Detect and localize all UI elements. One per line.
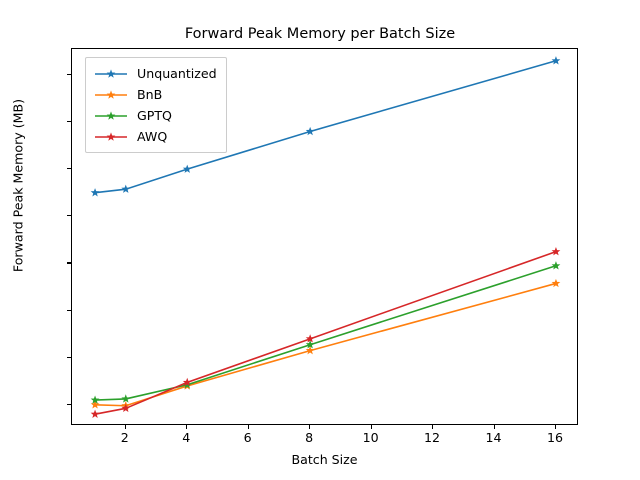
legend-item-label: AWQ xyxy=(137,129,168,144)
x-tick-mark xyxy=(309,425,311,430)
x-tick-mark xyxy=(186,425,188,430)
data-point-marker xyxy=(305,346,315,355)
y-tick-mark xyxy=(67,73,72,75)
legend-marker-icon xyxy=(93,86,129,104)
x-tick-label: 2 xyxy=(120,430,129,445)
data-point-marker xyxy=(121,394,131,403)
x-axis-label: Batch Size xyxy=(291,452,358,467)
data-point-marker xyxy=(121,184,131,193)
data-point-marker xyxy=(305,340,315,349)
y-tick-mark xyxy=(67,121,72,123)
legend-item-awq[interactable]: AWQ xyxy=(93,126,217,147)
data-point-marker xyxy=(90,188,100,197)
series-unquantized xyxy=(90,56,561,197)
chart-legend: Unquantized BnB GPTQ AWQ xyxy=(85,57,227,153)
legend-item-unquantized[interactable]: Unquantized xyxy=(93,63,217,84)
series-gptq xyxy=(90,261,561,404)
data-point-marker xyxy=(182,377,192,387)
y-tick-mark xyxy=(67,403,72,405)
data-point-marker xyxy=(305,334,315,343)
x-tick-mark xyxy=(554,425,557,430)
x-tick-label: 10 xyxy=(362,430,379,445)
x-tick-mark xyxy=(124,425,126,430)
x-tick-label: 6 xyxy=(243,430,252,445)
x-tick-mark xyxy=(493,425,495,430)
data-point-marker xyxy=(90,395,100,404)
x-tick-mark xyxy=(370,425,372,430)
y-tick-mark xyxy=(67,356,72,358)
series-line xyxy=(95,282,557,407)
y-tick-mark xyxy=(67,215,72,217)
data-point-marker xyxy=(551,247,561,256)
data-point-marker xyxy=(305,126,315,136)
legend-marker-icon xyxy=(93,65,129,83)
legend-item-bnb[interactable]: BnB xyxy=(93,84,217,105)
x-tick-label: 8 xyxy=(305,430,314,445)
series-bnb xyxy=(90,278,561,410)
y-tick-mark xyxy=(67,168,72,170)
y-tick-mark xyxy=(67,262,72,264)
y-axis-label: Forward Peak Memory (MB) xyxy=(10,98,26,273)
data-point-marker xyxy=(551,56,561,65)
legend-item-gptq[interactable]: GPTQ xyxy=(93,105,217,126)
data-point-marker xyxy=(90,409,100,418)
data-point-marker xyxy=(551,278,561,288)
legend-marker-icon xyxy=(93,107,129,125)
data-point-marker xyxy=(182,164,192,173)
series-awq xyxy=(90,247,561,418)
data-point-marker xyxy=(90,400,100,409)
data-point-marker xyxy=(121,403,131,413)
x-tick-label: 14 xyxy=(485,430,502,445)
legend-item-label: BnB xyxy=(137,87,163,102)
series-canvas xyxy=(90,56,561,418)
plot-area xyxy=(71,48,578,425)
x-tick-label: 12 xyxy=(424,430,441,445)
x-tick-mark xyxy=(432,425,434,430)
chart-title: Forward Peak Memory per Batch Size xyxy=(184,26,456,42)
y-tick-mark xyxy=(67,309,72,311)
legend-item-label: GPTQ xyxy=(137,108,172,123)
legend-item-label: Unquantized xyxy=(137,66,217,81)
x-tick-mark xyxy=(247,425,249,430)
x-tick-label: 16 xyxy=(546,430,563,445)
data-point-marker xyxy=(551,261,561,270)
legend-marker-icon xyxy=(93,128,129,146)
x-tick-label: 4 xyxy=(182,430,191,445)
